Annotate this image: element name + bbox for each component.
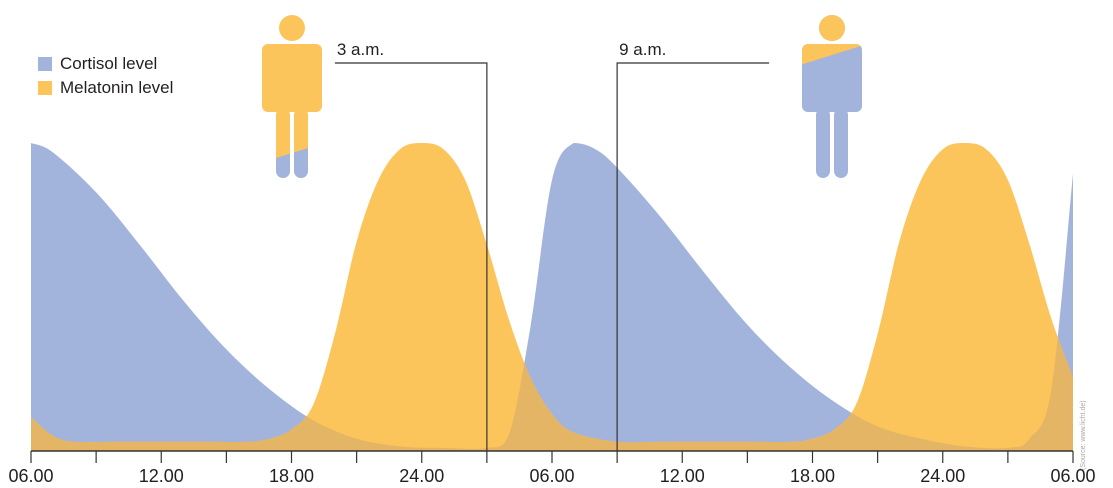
legend-item-cortisol: Cortisol level bbox=[38, 52, 173, 76]
legend-label-melatonin: Melatonin level bbox=[60, 78, 174, 97]
legend-swatch-cortisol bbox=[38, 57, 52, 71]
x-tick-label: 18.00 bbox=[269, 466, 314, 486]
annotation-layer: 3 a.m. 9 a.m. bbox=[334, 40, 770, 451]
legend-item-melatonin: Melatonin level bbox=[38, 76, 173, 100]
x-tick-label: 24.00 bbox=[399, 466, 444, 486]
annotation-label-1: 3 a.m. bbox=[337, 40, 384, 59]
person-morning-icon bbox=[802, 15, 862, 178]
melatonin-area bbox=[31, 143, 1073, 451]
x-tick-label: 24.00 bbox=[920, 466, 965, 486]
legend-swatch-melatonin bbox=[38, 81, 52, 95]
x-tick-label: 18.00 bbox=[790, 466, 835, 486]
annotation-line-2 bbox=[616, 62, 770, 451]
x-tick-label: 06.00 bbox=[8, 466, 53, 486]
person-night-icon bbox=[262, 15, 322, 178]
legend-label-cortisol: Cortisol level bbox=[60, 54, 158, 73]
x-tick-label: 12.00 bbox=[660, 466, 705, 486]
series-layer bbox=[31, 143, 1073, 451]
cortisol-area bbox=[31, 143, 1073, 451]
annotation-line-1 bbox=[334, 62, 488, 451]
x-tick-label: 06.00 bbox=[1050, 466, 1095, 486]
x-axis: 06.00 12.00 18.00 24.00 06.00 12.00 18.00 24.00… bbox=[8, 450, 1096, 486]
x-tick-label: 06.00 bbox=[529, 466, 574, 486]
source-note: (Source: www.licht.de) bbox=[1080, 400, 1087, 470]
annotation-label-2: 9 a.m. bbox=[619, 40, 666, 59]
legend: Cortisol level Melatonin level bbox=[38, 52, 173, 100]
x-tick-label: 12.00 bbox=[139, 466, 184, 486]
